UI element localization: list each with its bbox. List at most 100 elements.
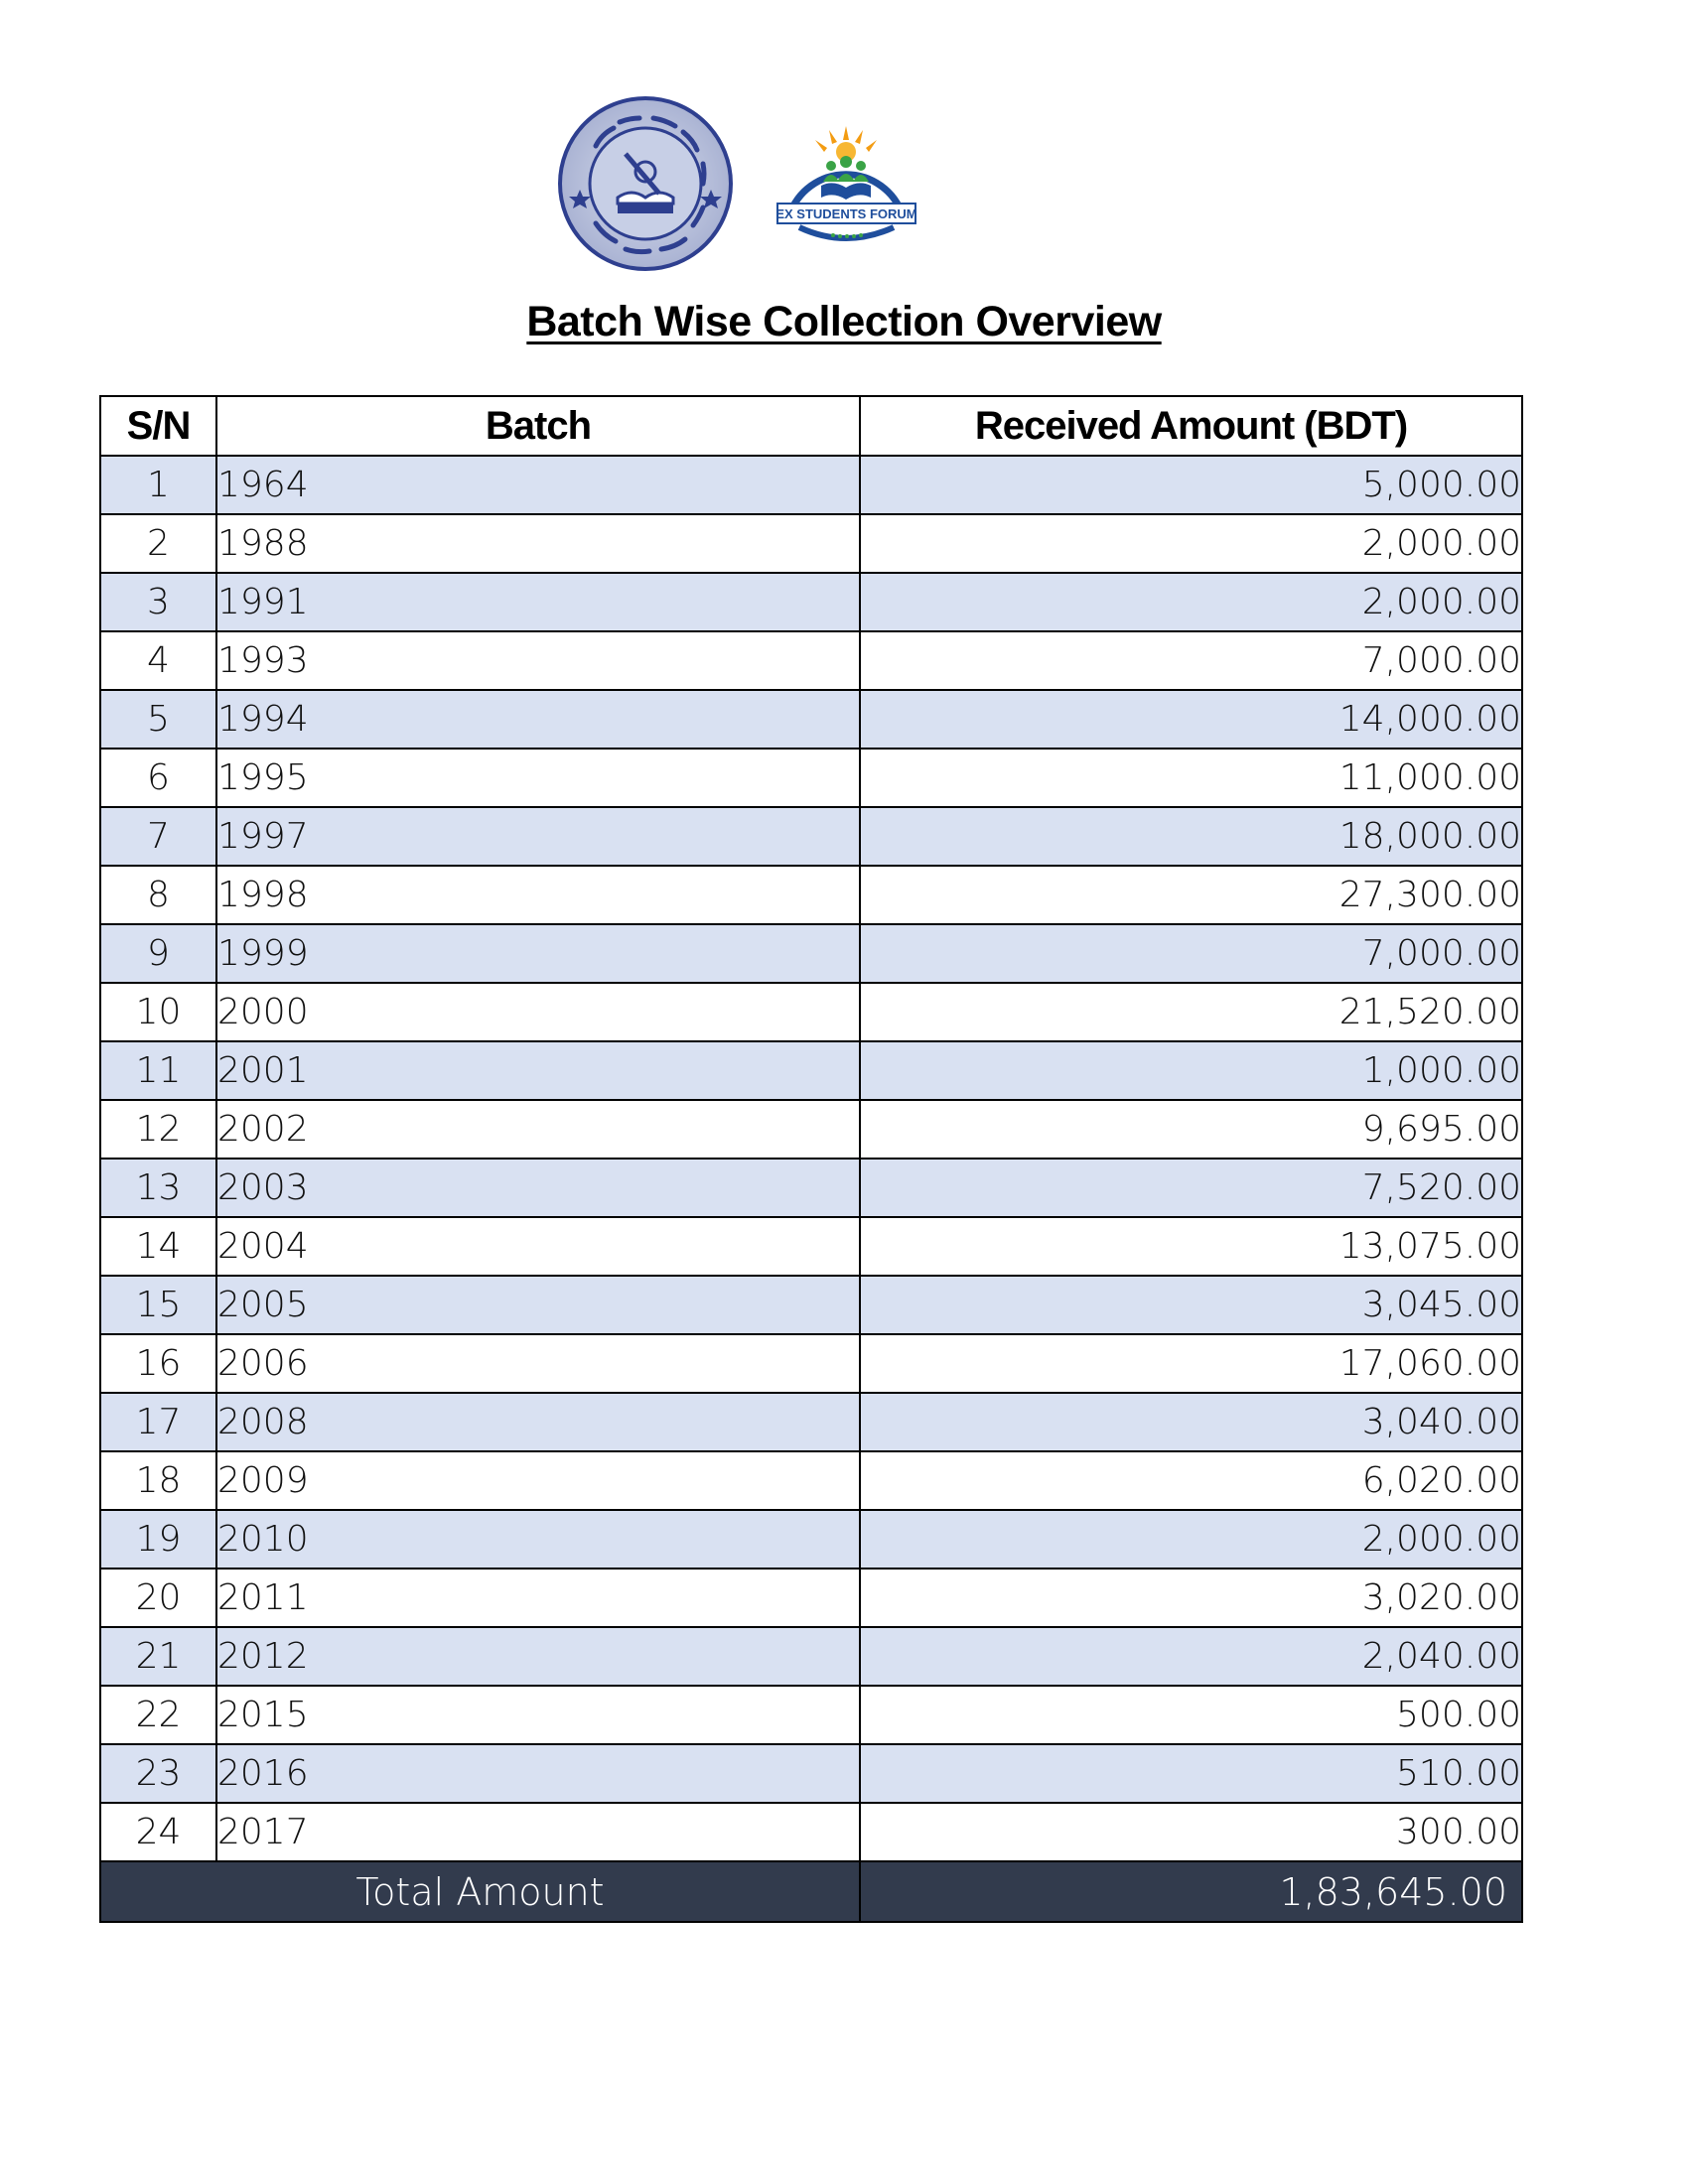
cell-batch: 1991 (215, 572, 861, 632)
total-label: Total Amount (99, 1860, 861, 1923)
cell-amount: 11,000.00 (859, 748, 1523, 808)
cell-batch: 2008 (215, 1392, 861, 1452)
cell-batch: 2009 (215, 1450, 861, 1511)
cell-batch: 2010 (215, 1509, 861, 1570)
cell-batch: 2012 (215, 1626, 861, 1687)
table-row: 14 2004 13,075.00 (99, 1216, 1523, 1277)
table-row: 20 2011 3,020.00 (99, 1568, 1523, 1628)
cell-sn: 19 (99, 1509, 217, 1570)
cell-batch: 2005 (215, 1275, 861, 1335)
page-title: Batch Wise Collection Overview (526, 298, 1162, 345)
cell-amount: 1,000.00 (859, 1040, 1523, 1101)
cell-amount: 5,000.00 (859, 455, 1523, 515)
cell-amount: 500.00 (859, 1685, 1523, 1745)
cell-amount: 300.00 (859, 1802, 1523, 1862)
cell-amount: 18,000.00 (859, 806, 1523, 867)
cell-batch: 2011 (215, 1568, 861, 1628)
cell-amount: 14,000.00 (859, 689, 1523, 750)
cell-amount: 2,000.00 (859, 572, 1523, 632)
cell-batch: 2017 (215, 1802, 861, 1862)
table-row: 19 2010 2,000.00 (99, 1509, 1523, 1570)
table-row: 21 2012 2,040.00 (99, 1626, 1523, 1687)
total-value: 1,83,645.00 (859, 1860, 1523, 1923)
cell-sn: 1 (99, 455, 217, 515)
cell-sn: 20 (99, 1568, 217, 1628)
table-header-row: S/N Batch Received Amount (BDT) (99, 395, 1523, 457)
cell-amount: 7,520.00 (859, 1158, 1523, 1218)
table-row: 16 2006 17,060.00 (99, 1333, 1523, 1394)
cell-sn: 11 (99, 1040, 217, 1101)
table-row: 6 1995 11,000.00 (99, 748, 1523, 808)
cell-sn: 4 (99, 630, 217, 691)
cell-batch: 2015 (215, 1685, 861, 1745)
cell-sn: 7 (99, 806, 217, 867)
cell-amount: 2,000.00 (859, 1509, 1523, 1570)
cell-amount: 7,000.00 (859, 630, 1523, 691)
cell-batch: 2003 (215, 1158, 861, 1218)
table-row: 1 1964 5,000.00 (99, 455, 1523, 515)
cell-amount: 9,695.00 (859, 1099, 1523, 1160)
school-seal-logo (558, 96, 733, 271)
cell-amount: 13,075.00 (859, 1216, 1523, 1277)
table-row: 22 2015 500.00 (99, 1685, 1523, 1745)
cell-amount: 2,040.00 (859, 1626, 1523, 1687)
cell-amount: 17,060.00 (859, 1333, 1523, 1394)
table-row: 15 2005 3,045.00 (99, 1275, 1523, 1335)
cell-sn: 12 (99, 1099, 217, 1160)
cell-sn: 14 (99, 1216, 217, 1277)
cell-sn: 15 (99, 1275, 217, 1335)
cell-batch: 2006 (215, 1333, 861, 1394)
cell-sn: 21 (99, 1626, 217, 1687)
cell-sn: 10 (99, 982, 217, 1042)
cell-amount: 3,020.00 (859, 1568, 1523, 1628)
cell-amount: 7,000.00 (859, 923, 1523, 984)
cell-batch: 1988 (215, 513, 861, 574)
table-row: 9 1999 7,000.00 (99, 923, 1523, 984)
cell-sn: 18 (99, 1450, 217, 1511)
cell-batch: 2002 (215, 1099, 861, 1160)
cell-batch: 2001 (215, 1040, 861, 1101)
table-row: 2 1988 2,000.00 (99, 513, 1523, 574)
cell-batch: 1998 (215, 865, 861, 925)
cell-sn: 9 (99, 923, 217, 984)
table-row: 4 1993 7,000.00 (99, 630, 1523, 691)
cell-batch: 1995 (215, 748, 861, 808)
cell-batch: 1994 (215, 689, 861, 750)
cell-amount: 6,020.00 (859, 1450, 1523, 1511)
table-body: 1 1964 5,000.00 2 1988 2,000.00 3 1991 2,000.00 4… (99, 455, 1523, 1862)
table-row: 17 2008 3,040.00 (99, 1392, 1523, 1452)
cell-sn: 22 (99, 1685, 217, 1745)
cell-sn: 6 (99, 748, 217, 808)
table-row: 12 2002 9,695.00 (99, 1099, 1523, 1160)
table-row: 11 2001 1,000.00 (99, 1040, 1523, 1101)
table-row: 3 1991 2,000.00 (99, 572, 1523, 632)
cell-batch: 1999 (215, 923, 861, 984)
logo-area: EX STUDENTS FORUM (0, 94, 1688, 278)
table-row: 10 2000 21,520.00 (99, 982, 1523, 1042)
column-header-sn: S/N (99, 395, 217, 457)
cell-sn: 23 (99, 1743, 217, 1804)
table-row: 5 1994 14,000.00 (99, 689, 1523, 750)
cell-sn: 2 (99, 513, 217, 574)
cell-sn: 3 (99, 572, 217, 632)
cell-amount: 3,040.00 (859, 1392, 1523, 1452)
total-row: Total Amount 1,83,645.00 (99, 1860, 1523, 1923)
cell-amount: 27,300.00 (859, 865, 1523, 925)
table-row: 8 1998 27,300.00 (99, 865, 1523, 925)
cell-sn: 5 (99, 689, 217, 750)
cell-amount: 510.00 (859, 1743, 1523, 1804)
cell-batch: 1997 (215, 806, 861, 867)
cell-batch: 1993 (215, 630, 861, 691)
cell-batch: 1964 (215, 455, 861, 515)
cell-batch: 2004 (215, 1216, 861, 1277)
forum-logo-text: EX STUDENTS FORUM (775, 206, 916, 221)
cell-batch: 2000 (215, 982, 861, 1042)
ex-students-forum-logo: EX STUDENTS FORUM (775, 126, 917, 241)
table-row: 13 2003 7,520.00 (99, 1158, 1523, 1218)
collection-table: S/N Batch Received Amount (BDT) 1 1964 5,0… (99, 395, 1523, 1923)
column-header-amount: Received Amount (BDT) (859, 395, 1523, 457)
cell-amount: 21,520.00 (859, 982, 1523, 1042)
cell-sn: 13 (99, 1158, 217, 1218)
cell-sn: 8 (99, 865, 217, 925)
column-header-batch: Batch (215, 395, 861, 457)
